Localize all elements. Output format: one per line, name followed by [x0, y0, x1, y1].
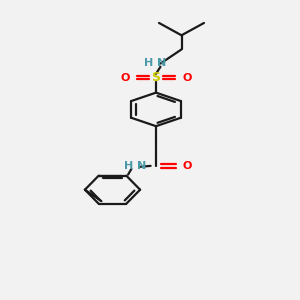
Text: H: H: [145, 58, 154, 68]
Text: H: H: [124, 161, 133, 171]
Text: S: S: [152, 71, 160, 84]
Text: O: O: [183, 161, 192, 171]
Text: N: N: [158, 58, 166, 68]
Text: O: O: [120, 73, 130, 82]
Text: N: N: [137, 161, 146, 171]
Text: O: O: [182, 73, 192, 82]
